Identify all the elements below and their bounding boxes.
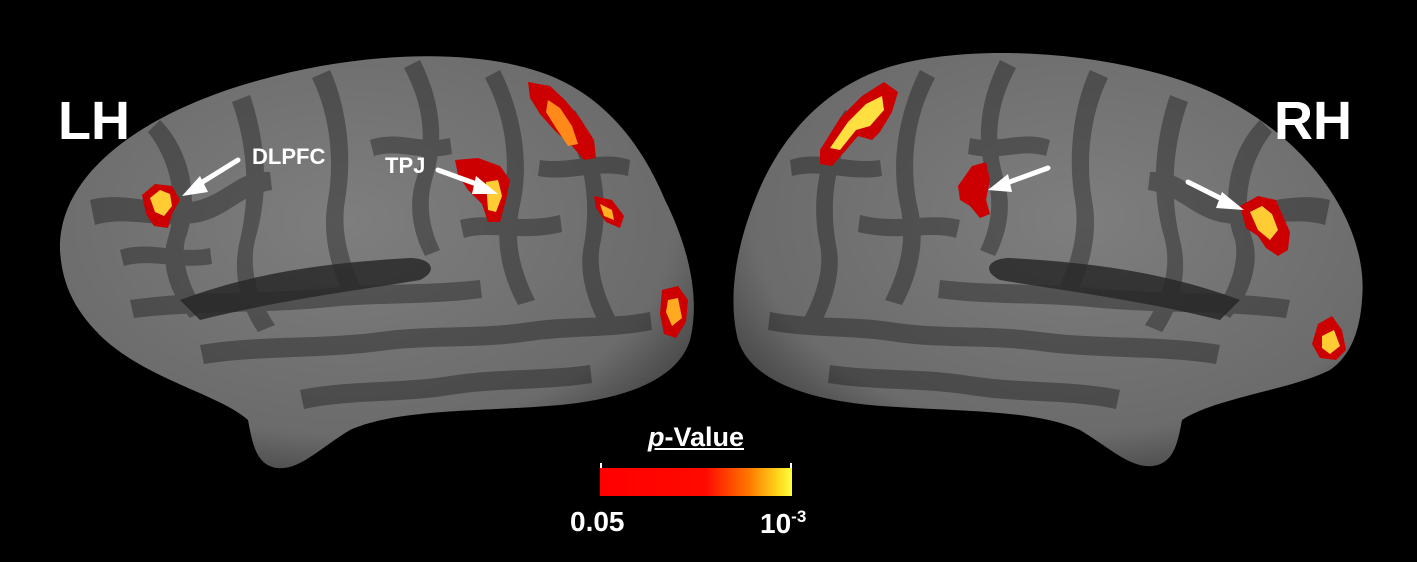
right-dlpfc-arrow-icon — [1185, 179, 1244, 210]
colorbar-max-exponent: -3 — [791, 507, 807, 526]
activation-clusters-right — [820, 82, 1346, 360]
colorbar-max-label: 10-3 — [760, 508, 806, 538]
right-hemisphere-surface — [733, 53, 1363, 467]
arrows — [182, 157, 1244, 210]
colorbar-title: p-Value — [600, 424, 792, 451]
tpj-arrow-icon — [435, 167, 498, 194]
left-hemisphere-surface — [59, 56, 694, 469]
colorbar-title-italic: p — [647, 422, 665, 452]
activation-clusters-left — [142, 82, 688, 338]
tpj-label: TPJ — [385, 153, 426, 178]
right-tpj-arrow-icon — [988, 165, 1051, 192]
colorbar-max-base: 10 — [760, 508, 792, 539]
colorbar-tick-left — [600, 463, 602, 469]
dlpfc-label: DLPFC — [252, 144, 326, 169]
right-hemisphere-label: RH — [1274, 91, 1352, 151]
colorbar — [600, 468, 792, 496]
colorbar-min-label: 0.05 — [570, 506, 625, 537]
dlpfc-arrow-icon — [182, 157, 241, 196]
colorbar-title-rest: -Value — [664, 422, 745, 452]
colorbar-tick-right — [790, 463, 792, 469]
left-hemisphere-label: LH — [58, 91, 130, 151]
